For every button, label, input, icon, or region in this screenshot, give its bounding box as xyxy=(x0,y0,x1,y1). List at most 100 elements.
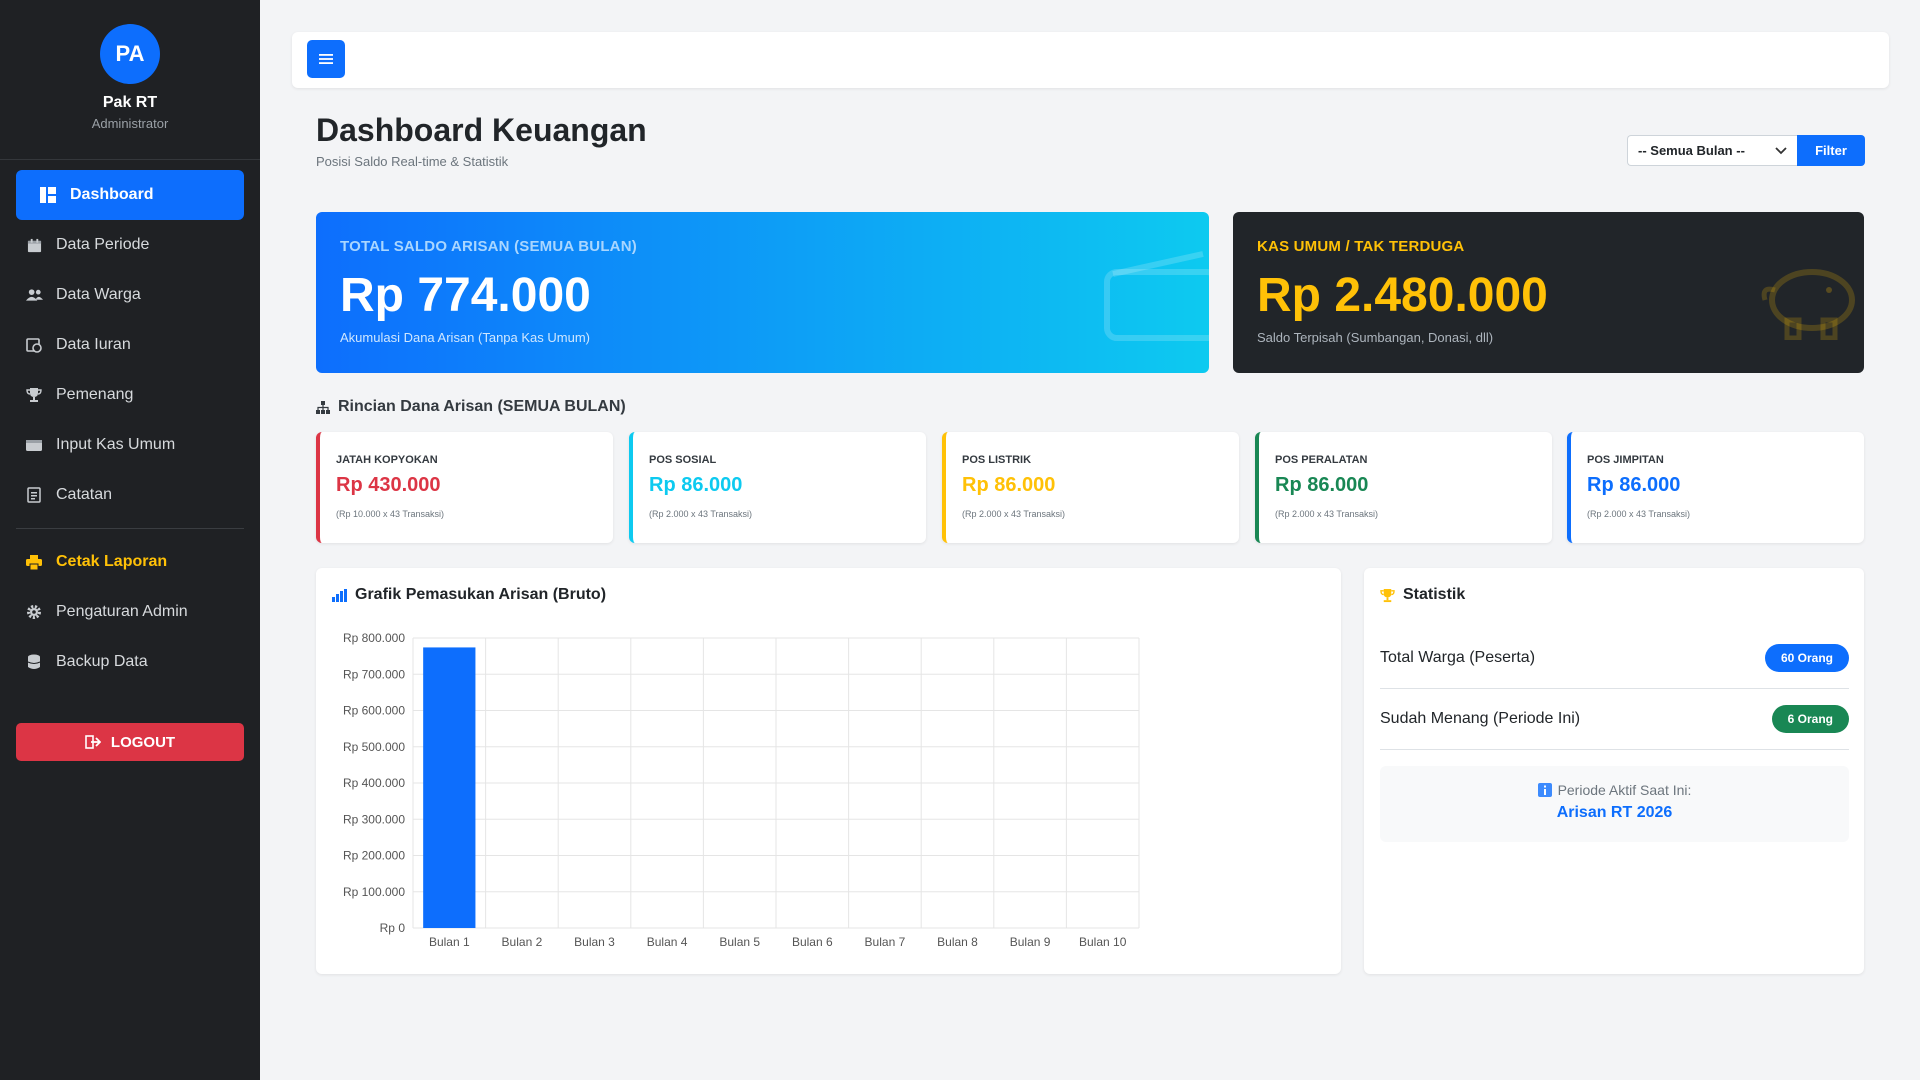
info-icon xyxy=(1537,783,1552,797)
users-icon xyxy=(24,285,44,305)
sidebar-item-label: Data Iuran xyxy=(56,336,131,353)
y-tick-label: Rp 0 xyxy=(380,921,406,935)
trophy-icon xyxy=(24,385,44,405)
trophy-icon xyxy=(1380,588,1395,603)
logout-button[interactable]: LOGOUT xyxy=(16,723,244,761)
hamburger-icon xyxy=(319,53,333,65)
chart-title-text: Grafik Pemasukan Arisan (Bruto) xyxy=(355,586,607,603)
rincian-section-title: Rincian Dana Arisan (SEMUA BULAN) xyxy=(316,398,626,416)
rincian-card-listrik: POS LISTRIK Rp 86.000 (Rp 2.000 x 43 Tra… xyxy=(942,432,1239,543)
sidebar-item-label: Backup Data xyxy=(56,653,148,670)
card-value: Rp 774.000 xyxy=(340,269,591,322)
menu-toggle-button[interactable] xyxy=(307,40,345,78)
profile-role: Administrator xyxy=(91,116,169,131)
sidebar-item-label: Catatan xyxy=(56,486,113,503)
total-saldo-arisan-card: TOTAL SALDO ARISAN (SEMUA BULAN) Rp 774.… xyxy=(316,212,1209,373)
y-tick-label: Rp 100.000 xyxy=(343,885,405,899)
gear-icon xyxy=(24,602,44,622)
rincian-value: Rp 86.000 xyxy=(1275,474,1369,496)
y-tick-label: Rp 500.000 xyxy=(343,740,405,754)
rincian-card-kopyokan: JATAH KOPYOKAN Rp 430.000 (Rp 10.000 x 4… xyxy=(316,432,613,543)
sidebar-item-catatan[interactable]: Catatan xyxy=(16,470,244,520)
stat-row-sudah-menang: Sudah Menang (Periode Ini) 6 Orang xyxy=(1380,689,1849,750)
y-tick-label: Rp 600.000 xyxy=(343,704,405,718)
dashboard-icon xyxy=(38,185,58,205)
rincian-value: Rp 86.000 xyxy=(1587,474,1681,496)
section-title-text: Rincian Dana Arisan (SEMUA BULAN) xyxy=(338,398,626,415)
x-tick-label: Bulan 3 xyxy=(574,935,615,949)
rincian-label: JATAH KOPYOKAN xyxy=(336,454,438,466)
page-title: Dashboard Keuangan xyxy=(316,112,647,148)
x-tick-label: Bulan 4 xyxy=(647,935,688,949)
avatar[interactable]: PA xyxy=(100,24,160,84)
note-icon xyxy=(24,485,44,505)
statistik-title-text: Statistik xyxy=(1403,586,1466,603)
status-badge: 6 Orang xyxy=(1771,705,1849,733)
piggy-bank-icon xyxy=(1761,269,1855,340)
rincian-value: Rp 86.000 xyxy=(649,474,743,496)
x-tick-label: Bulan 5 xyxy=(719,935,760,949)
stat-label: Total Warga (Peserta) xyxy=(1380,649,1536,666)
month-select[interactable]: -- Semua Bulan -- xyxy=(1627,135,1797,166)
rincian-card-peralatan: POS PERALATAN Rp 86.000 (Rp 2.000 x 43 T… xyxy=(1255,432,1552,543)
y-tick-label: Rp 300.000 xyxy=(343,812,405,826)
x-tick-label: Bulan 1 xyxy=(429,935,470,949)
rincian-label: POS JIMPITAN xyxy=(1587,454,1664,466)
statistik-panel: Statistik Total Warga (Peserta) 60 Orang… xyxy=(1364,568,1864,974)
x-tick-label: Bulan 7 xyxy=(865,935,906,949)
filter-button[interactable]: Filter xyxy=(1797,135,1865,166)
periode-label: Periode Aktif Saat Ini: xyxy=(1380,782,1849,798)
sidebar-item-pengaturan-admin[interactable]: Pengaturan Admin xyxy=(16,587,244,637)
sidebar-item-data-warga[interactable]: Data Warga xyxy=(16,270,244,320)
income-bar-chart: Rp 0 Rp 100.000 Rp 200.000 Rp 300.000 Rp 400… xyxy=(343,631,1140,949)
x-tick-label: Bulan 2 xyxy=(502,935,543,949)
sidebar-item-data-periode[interactable]: Data Periode xyxy=(16,220,244,270)
sidebar-item-label: Pemenang xyxy=(56,386,134,403)
sidebar-item-label: Dashboard xyxy=(70,186,154,203)
card-note: Akumulasi Dana Arisan (Tanpa Kas Umum) xyxy=(340,330,590,345)
bar-chart-icon xyxy=(332,588,347,602)
profile-section: PA Pak RT Administrator xyxy=(0,0,260,160)
wallet-icon xyxy=(24,435,44,455)
rincian-value: Rp 430.000 xyxy=(336,474,441,496)
topbar xyxy=(292,32,1889,88)
sidebar-nav: Dashboard Data Periode Data Warga Data I… xyxy=(0,160,260,687)
x-tick-label: Bulan 9 xyxy=(1010,935,1051,949)
y-tick-label: Rp 200.000 xyxy=(343,849,405,863)
sitemap-icon xyxy=(316,400,330,414)
sidebar-item-input-kas-umum[interactable]: Input Kas Umum xyxy=(16,420,244,470)
stat-label: Sudah Menang (Periode Ini) xyxy=(1380,710,1581,727)
calendar-icon xyxy=(24,235,44,255)
y-tick-label: Rp 400.000 xyxy=(343,776,405,790)
sidebar-item-cetak-laporan[interactable]: Cetak Laporan xyxy=(16,537,244,587)
statistik-title: Statistik xyxy=(1380,586,1465,604)
rincian-note: (Rp 2.000 x 43 Transaksi) xyxy=(1587,509,1691,519)
profile-name: Pak RT xyxy=(102,94,158,111)
sidebar-item-label: Data Periode xyxy=(56,236,150,253)
sidebar-divider xyxy=(16,528,244,529)
rincian-label: POS LISTRIK xyxy=(962,454,1032,466)
x-tick-label: Bulan 10 xyxy=(1079,935,1127,949)
sidebar-item-dashboard[interactable]: Dashboard xyxy=(16,170,244,220)
month-select-value: -- Semua Bulan -- xyxy=(1638,143,1745,158)
rincian-note: (Rp 10.000 x 43 Transaksi) xyxy=(336,509,445,519)
card-label: KAS UMUM / TAK TERDUGA xyxy=(1257,238,1465,255)
page-subtitle: Posisi Saldo Real-time & Statistik xyxy=(316,154,509,169)
y-tick-label: Rp 700.000 xyxy=(343,667,405,681)
x-tick-label: Bulan 8 xyxy=(937,935,978,949)
chart-panel: Grafik Pemasukan Arisan (Bruto) Rp 0 Rp 1… xyxy=(316,568,1341,974)
bar xyxy=(423,647,476,928)
sidebar-item-backup-data[interactable]: Backup Data xyxy=(16,637,244,687)
status-badge: 60 Orang xyxy=(1764,644,1849,672)
y-tick-label: Rp 800.000 xyxy=(343,631,405,645)
periode-label-text: Periode Aktif Saat Ini: xyxy=(1557,782,1692,798)
sidebar-item-data-iuran[interactable]: Data Iuran xyxy=(16,320,244,370)
sidebar-item-pemenang[interactable]: Pemenang xyxy=(16,370,244,420)
wallet-icon xyxy=(1104,251,1209,341)
kas-umum-card: KAS UMUM / TAK TERDUGA Rp 2.480.000 Sald… xyxy=(1233,212,1864,373)
periode-value: Arisan RT 2026 xyxy=(1556,804,1673,821)
database-icon xyxy=(24,652,44,672)
rincian-value: Rp 86.000 xyxy=(962,474,1056,496)
rincian-card-jimpitan: POS JIMPITAN Rp 86.000 (Rp 2.000 x 43 Tr… xyxy=(1567,432,1864,543)
sidebar-item-label: Cetak Laporan xyxy=(56,553,168,570)
